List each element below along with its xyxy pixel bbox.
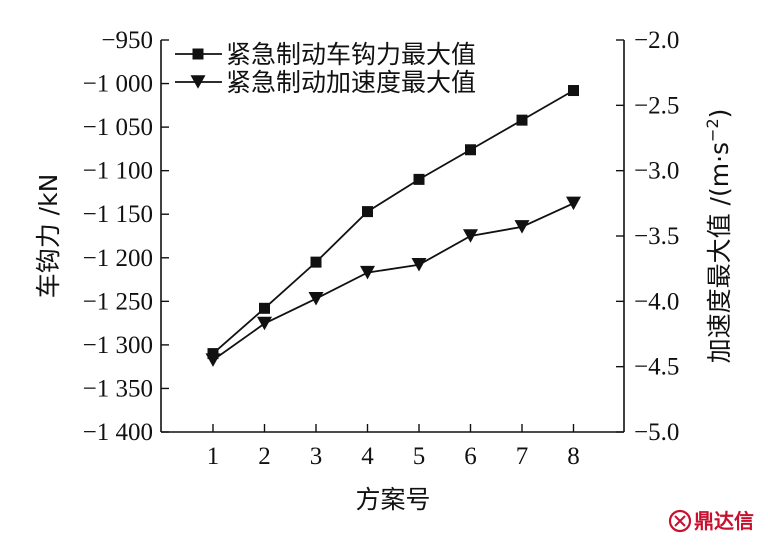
x-tick-label: 3 <box>310 443 323 470</box>
left-axis-title: 车钩力 /kN <box>34 174 63 299</box>
data-point-triangle <box>514 220 530 234</box>
right-tick-label: −4.5 <box>634 354 679 381</box>
x-tick-label: 8 <box>567 443 580 470</box>
left-tick-label: −1 050 <box>83 114 153 141</box>
right-axis-title-sup: −2 <box>703 118 722 142</box>
left-tick-label: −1 150 <box>83 201 153 228</box>
right-tick-label: −3.0 <box>634 158 679 185</box>
x-tick-label: 4 <box>361 443 374 470</box>
left-tick-label: −1 000 <box>83 71 153 98</box>
data-point-square <box>516 114 528 126</box>
x-axis-ticks: 1 2 3 4 5 6 7 8 <box>207 424 580 470</box>
left-tick-label: −1 300 <box>83 332 153 359</box>
x-tick-label: 1 <box>207 443 220 470</box>
data-point-triangle <box>205 353 221 367</box>
watermark-seal-icon <box>668 509 692 533</box>
right-tick-label: −4.0 <box>634 288 679 315</box>
right-axis-title-end: ) <box>705 109 734 119</box>
series-layer <box>205 85 581 367</box>
data-point-square <box>259 302 270 314</box>
left-tick-label: −1 100 <box>83 158 153 185</box>
x-axis-title: 方案号 <box>355 485 430 514</box>
data-point-triangle <box>566 196 581 211</box>
left-tick-label: −1 200 <box>83 245 153 272</box>
left-tick-label: −1 400 <box>83 419 153 446</box>
watermark: 鼎达信 <box>668 509 754 533</box>
legend-marker-square <box>192 48 204 60</box>
data-point-triangle <box>411 257 427 272</box>
data-point-triangle <box>308 291 324 306</box>
series-2 <box>205 196 581 367</box>
data-point-square <box>568 85 579 97</box>
right-axis-ticks: −2.0 −2.5 −3.0 −3.5 −4.0 −4.5 −5.0 <box>616 27 679 446</box>
left-tick-label: −950 <box>101 27 153 54</box>
data-point-square <box>413 173 425 185</box>
plot-area <box>160 40 625 433</box>
right-tick-label: −2.0 <box>634 27 679 54</box>
legend-label: 紧急制动加速度最大值 <box>226 68 476 97</box>
series-line <box>212 202 574 361</box>
data-point-square <box>310 256 322 268</box>
watermark-text: 鼎达信 <box>694 509 754 533</box>
series-line <box>212 89 574 355</box>
data-point-square <box>465 144 476 156</box>
data-point-triangle <box>257 316 272 331</box>
x-tick-label: 5 <box>413 443 426 470</box>
x-tick-label: 7 <box>516 443 529 470</box>
legend-item-1: 紧急制动车钩力最大值 <box>175 40 476 69</box>
watermark-seal-mark <box>674 515 686 527</box>
data-point-square <box>362 206 373 218</box>
x-tick-label: 6 <box>464 443 477 470</box>
right-axis-title: 加速度最大值 /(m·s−2) <box>703 109 734 364</box>
x-tick-label: 2 <box>258 443 271 470</box>
data-point-triangle <box>360 265 375 280</box>
legend-label: 紧急制动车钩力最大值 <box>226 40 476 69</box>
left-tick-label: −1 350 <box>83 375 153 402</box>
right-tick-label: −3.5 <box>634 223 679 250</box>
data-point-triangle <box>463 229 478 243</box>
legend-marker-triangle <box>190 75 206 89</box>
right-tick-label: −2.5 <box>634 92 679 119</box>
right-axis-title-main: 加速度最大值 /(m·s <box>705 142 734 363</box>
left-tick-label: −1 250 <box>83 288 153 315</box>
left-axis-ticks: −950 −1 000 −1 050 −1 100 −1 150 −1 200 −1 250… <box>83 27 169 446</box>
series-1 <box>207 85 579 360</box>
right-tick-label: −5.0 <box>634 419 679 446</box>
legend-item-2: 紧急制动加速度最大值 <box>175 68 476 97</box>
